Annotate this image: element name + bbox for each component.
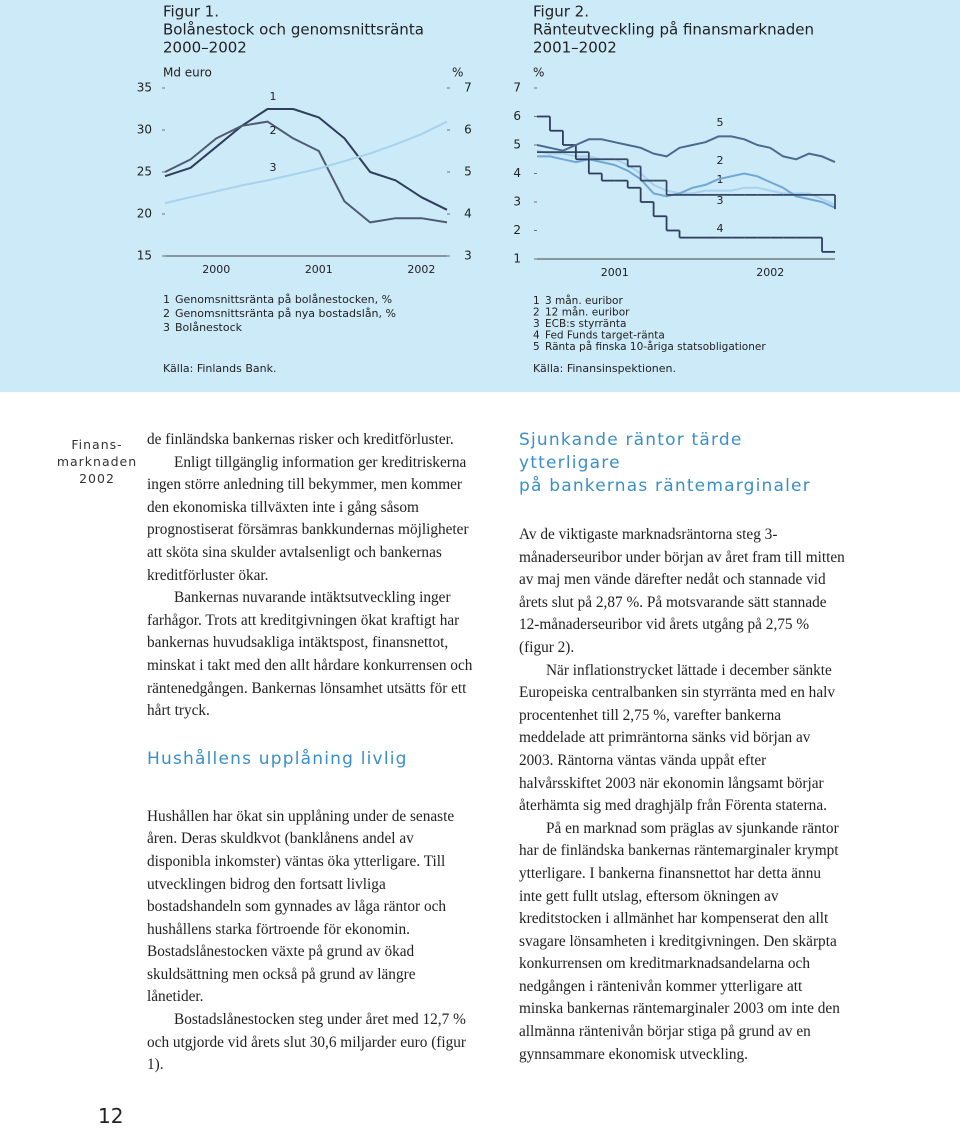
y2-tick-label: 4 [464, 207, 472, 221]
y2-tick-label: 5 [464, 165, 472, 179]
legend-id: 2 [533, 307, 540, 319]
legend-id: 2 [163, 307, 170, 320]
x-tick-label: 2000 [202, 263, 230, 276]
paragraph: Av de viktigaste marknadsräntorna steg 3… [519, 526, 845, 656]
paragraph: När inflationstrycket lättade i december… [519, 661, 836, 815]
legend-name: 3 mån. euribor [545, 294, 623, 307]
x-tick-label: 2002 [407, 263, 435, 276]
right-column: Sjunkande räntor tärde ytterligare på ba… [519, 429, 845, 1066]
source: Källa: Finlands Bank. [163, 362, 276, 375]
legend-id: 3 [163, 321, 170, 334]
legend-id: 4 [533, 330, 540, 342]
x-tick-label: 2001 [601, 266, 629, 279]
series-label: 3 [717, 194, 724, 207]
left-column: de finländska bankernas risker och kredi… [147, 429, 473, 1077]
legend-id: 1 [163, 293, 170, 306]
sidebar: Finans- marknaden 2002 [50, 436, 144, 487]
chart-title: Bolånestock och genomsnittsränta [163, 21, 424, 39]
y2-axis-label: % [452, 66, 463, 80]
y-tick-label: 1 [513, 252, 521, 266]
x-tick-label: 2001 [305, 263, 333, 276]
chart-title: Ränteutveckling på finansmarknaden [533, 21, 814, 39]
y-axis-label: Md euro [163, 66, 212, 80]
y-tick-label: 5 [513, 138, 521, 152]
chart-subtitle: 2000–2002 [163, 39, 247, 57]
legend-name: Bolånestock [175, 321, 243, 334]
y-tick-label: 6 [513, 109, 521, 123]
y-tick-label: 30 [137, 123, 152, 137]
legend-id: 5 [533, 341, 540, 353]
paragraph: Bankernas nuvarande intäktsutveckling in… [147, 589, 473, 720]
source: Källa: Finansinspektionen. [533, 362, 676, 375]
paragraph: På en marknad som präglas av sjunkande r… [519, 819, 840, 1063]
y-tick-label: 3 [513, 195, 521, 209]
y-tick-label: 35 [137, 81, 152, 95]
heading-line: på bankernas räntemarginaler [519, 476, 811, 496]
paragraph: Hushållen har ökat sin upplåning under d… [147, 807, 455, 1006]
y-tick-label: 4 [513, 166, 521, 180]
series-line [536, 135, 836, 164]
figure-label: Figur 1. [163, 3, 219, 21]
chart-subtitle: 2001–2002 [533, 39, 617, 57]
legend-name: ECB:s styrränta [545, 318, 626, 330]
sidebar-line: marknaden [56, 454, 138, 469]
series-label: 5 [717, 116, 724, 129]
y-axis-label: % [533, 66, 544, 80]
legend-name: Fed Funds target-ränta [545, 330, 665, 342]
paragraph: Enligt tillgänglig information ger kredi… [147, 453, 469, 584]
series-line [537, 155, 836, 209]
y-tick-label: 2 [513, 223, 521, 237]
series-line [536, 149, 836, 206]
charts: Figur 1.Bolånestock och genomsnittsränta… [137, 3, 836, 375]
y-tick-label: 20 [137, 207, 152, 221]
legend-name: Genomsnittsränta på bolånestocken, % [175, 293, 392, 306]
figure-panel: Figur 1. Bolånestock och genomsnittsränta… [0, 0, 960, 392]
section-heading: Sjunkande räntor tärde ytterligare på ba… [519, 429, 845, 498]
y2-tick-label: 7 [464, 81, 472, 95]
series-line [164, 108, 448, 211]
series-label: 4 [717, 222, 724, 235]
series-label: 2 [717, 154, 724, 167]
legend-id: 3 [533, 318, 540, 330]
series-label: 1 [270, 90, 277, 103]
legend-name: Ränta på finska 10-åriga statsobligation… [545, 340, 766, 353]
section-heading: Hushållens upplåning livlig [147, 748, 408, 769]
paragraph: Bostadslånestocken steg under året med 1… [147, 1011, 467, 1074]
heading-line: Sjunkande räntor tärde ytterligare [519, 430, 743, 473]
legend-id: 1 [533, 295, 540, 307]
sidebar-line: 2002 [79, 471, 115, 486]
y2-tick-label: 6 [464, 123, 472, 137]
legend-name: 12 mån. euribor [545, 306, 630, 319]
legend-name: Genomsnittsränta på nya bostadslån, % [175, 307, 396, 320]
series-line [164, 120, 448, 205]
x-tick-label: 2002 [756, 266, 784, 279]
figure-label: Figur 2. [533, 3, 589, 21]
paragraph: de finländska bankernas risker och kredi… [147, 431, 454, 448]
series-line [164, 120, 448, 224]
series-label: 2 [270, 124, 277, 137]
y2-tick-label: 3 [464, 249, 472, 263]
y-tick-label: 7 [513, 81, 521, 95]
page-number: 12 [98, 1104, 124, 1128]
series-label: 3 [270, 161, 277, 174]
sidebar-line: Finans- [71, 437, 123, 452]
y-tick-label: 15 [137, 249, 152, 263]
y-tick-label: 25 [137, 165, 152, 179]
